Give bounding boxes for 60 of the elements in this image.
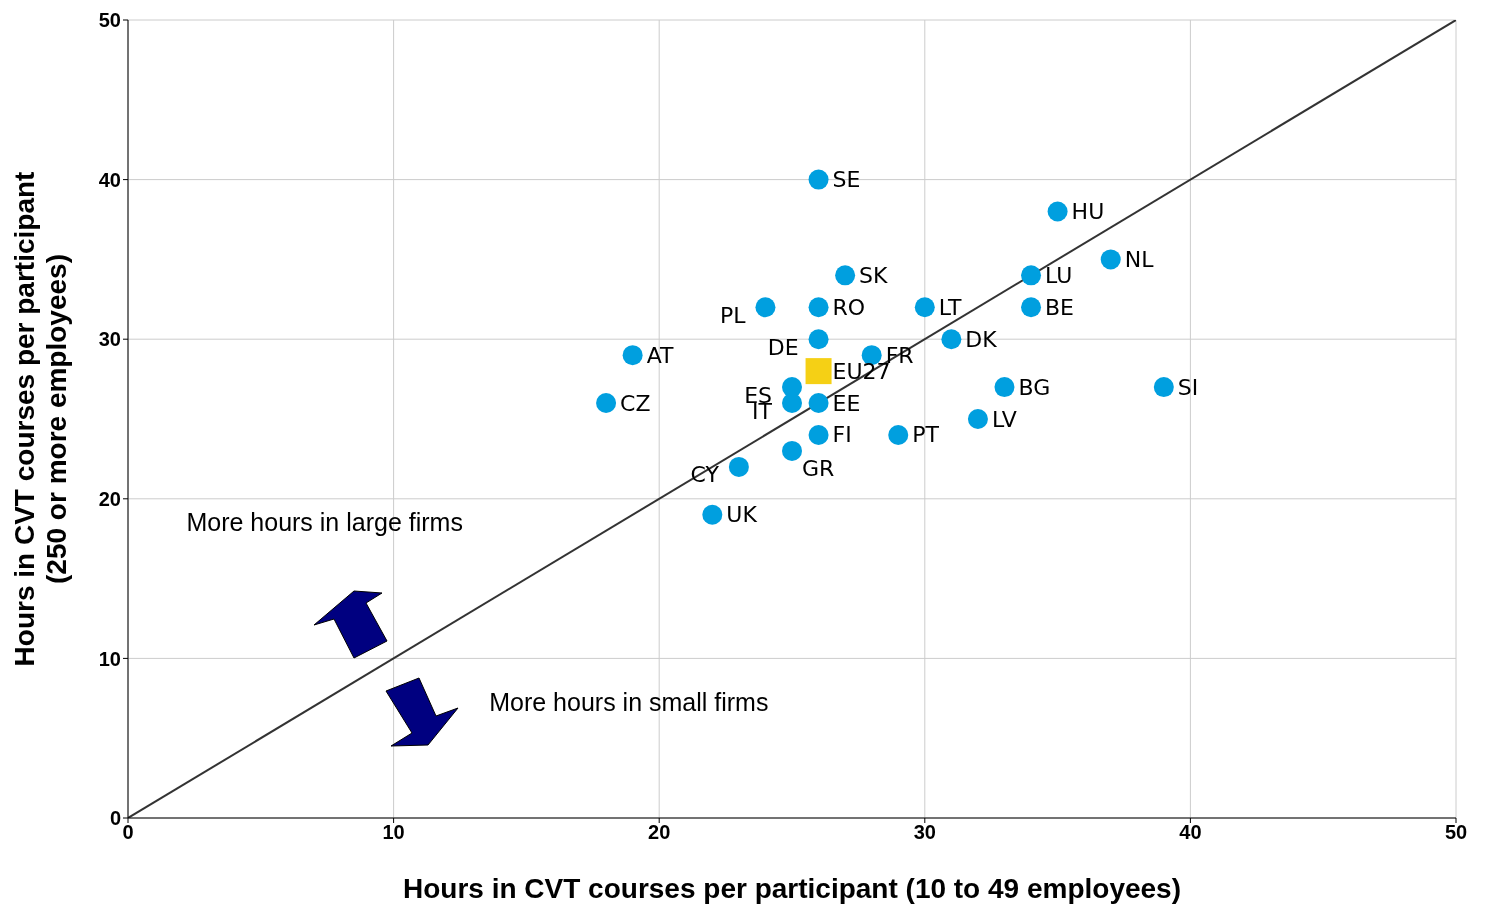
x-axis-title: Hours in CVT courses per participant (10 to 49 employees) <box>403 873 1181 904</box>
y-tick-label: 20 <box>98 487 121 510</box>
point <box>941 329 962 350</box>
series-label: CZ <box>620 390 651 416</box>
point <box>808 329 829 350</box>
point <box>728 456 749 477</box>
series-label: LU <box>1045 262 1073 288</box>
annotation: More hours in large firms <box>186 507 463 537</box>
x-tick-label: 40 <box>1179 821 1202 844</box>
series-label: RO <box>832 294 866 320</box>
series-label: SK <box>859 262 889 288</box>
y-tick-label: 40 <box>98 168 121 191</box>
series-label: LT <box>938 294 963 320</box>
point <box>1047 201 1068 222</box>
annotation: More hours in small firms <box>489 688 769 718</box>
point <box>755 297 776 318</box>
point <box>622 345 643 366</box>
series-label: SI <box>1177 374 1199 400</box>
series-label: LV <box>991 406 1017 432</box>
series-label: HU <box>1071 199 1105 225</box>
point <box>596 393 617 414</box>
point <box>967 409 988 429</box>
x-tick-label: 50 <box>1444 821 1468 844</box>
point <box>994 377 1015 398</box>
point <box>782 393 802 414</box>
point <box>1021 265 1042 286</box>
series-label: SE <box>832 167 861 193</box>
point <box>808 169 829 190</box>
y-tick-label: 30 <box>98 328 121 351</box>
series-label: BE <box>1045 294 1075 320</box>
series-label: PT <box>912 422 940 448</box>
series-label: FI <box>832 422 852 448</box>
x-tick-label: 30 <box>913 821 936 844</box>
series-label: BG <box>1018 374 1051 400</box>
point <box>805 358 832 385</box>
point <box>808 297 829 318</box>
y-axis-title: Hours in CVT courses per participant (250 or more employees) <box>9 171 72 667</box>
series-label: DE <box>767 334 799 360</box>
x-tick-label: 20 <box>648 821 671 844</box>
point <box>808 393 829 414</box>
series-label: UK <box>726 502 758 528</box>
point <box>1021 297 1042 318</box>
series-label: NL <box>1124 246 1155 272</box>
point <box>914 297 935 318</box>
point <box>782 440 802 461</box>
point <box>1153 377 1174 398</box>
point <box>702 504 723 525</box>
point <box>835 265 856 286</box>
series-label: DK <box>965 326 998 352</box>
point <box>808 424 829 445</box>
point <box>888 424 909 445</box>
series-label: GR <box>802 456 835 482</box>
point <box>1100 249 1121 270</box>
y-tick-label: 10 <box>98 647 121 670</box>
series-label: PL <box>719 302 747 328</box>
y-tick-label: 50 <box>98 9 121 32</box>
series-label: EE <box>832 390 861 416</box>
x-tick-label: 10 <box>382 821 405 844</box>
series-label: AT <box>646 342 674 368</box>
y-tick-label: 0 <box>109 807 121 830</box>
